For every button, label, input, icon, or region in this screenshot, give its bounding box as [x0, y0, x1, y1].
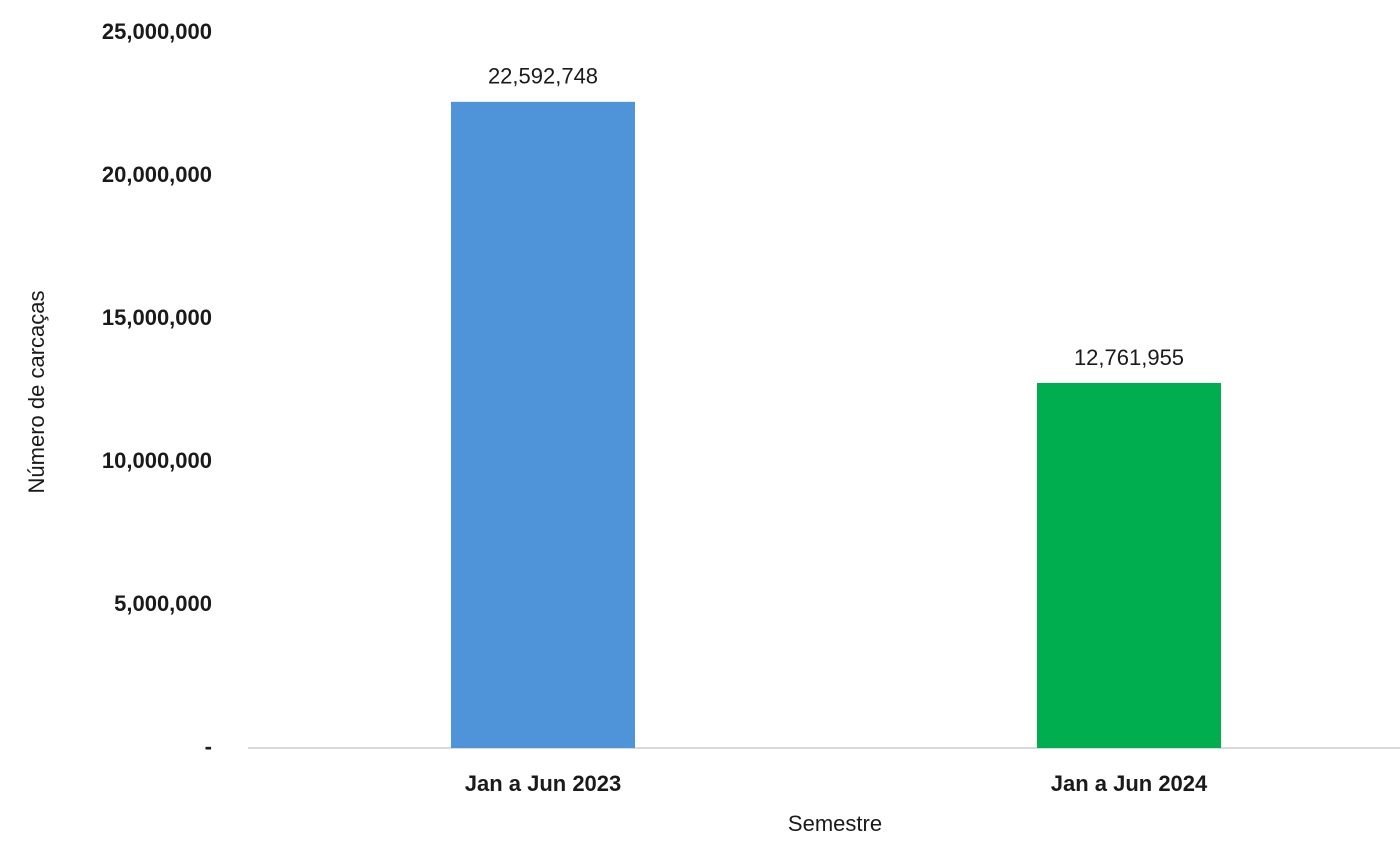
bar — [451, 101, 635, 748]
x-tick-label: Jan a Jun 2023 — [465, 771, 622, 796]
data-label: 12,761,955 — [1074, 345, 1184, 370]
data-label: 22,592,748 — [488, 64, 598, 89]
y-axis-title: Número de carcaças — [24, 291, 49, 494]
y-tick-label: 5,000,000 — [114, 591, 212, 616]
y-tick-label: - — [205, 734, 212, 759]
y-tick-label: 25,000,000 — [102, 19, 212, 44]
y-tick-label: 10,000,000 — [102, 448, 212, 473]
x-tick-label: Jan a Jun 2024 — [1051, 771, 1208, 796]
bar — [1037, 383, 1221, 748]
y-tick-label: 20,000,000 — [102, 162, 212, 187]
y-tick-label: 15,000,000 — [102, 305, 212, 330]
x-axis-title: Semestre — [788, 811, 882, 836]
